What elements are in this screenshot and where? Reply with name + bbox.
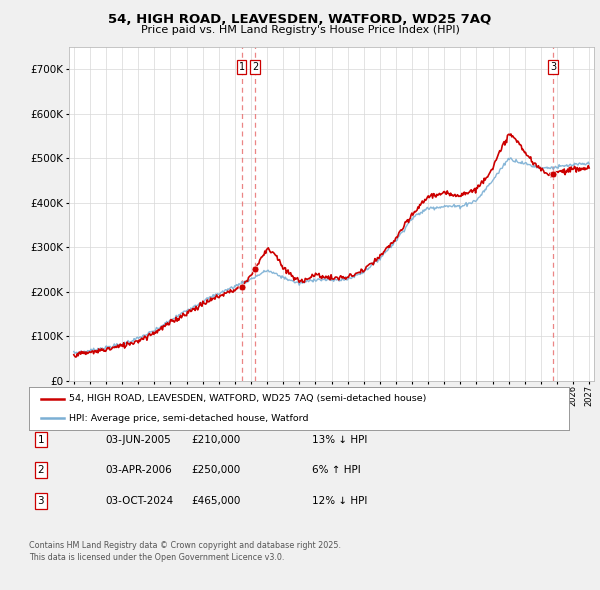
Text: 3: 3 <box>37 496 44 506</box>
Text: Price paid vs. HM Land Registry's House Price Index (HPI): Price paid vs. HM Land Registry's House … <box>140 25 460 35</box>
Text: 03-APR-2006: 03-APR-2006 <box>105 466 172 475</box>
Text: Contains HM Land Registry data © Crown copyright and database right 2025.: Contains HM Land Registry data © Crown c… <box>29 541 341 550</box>
Text: 2: 2 <box>37 466 44 475</box>
Text: 1: 1 <box>239 62 245 72</box>
Text: 1: 1 <box>37 435 44 444</box>
Text: £210,000: £210,000 <box>191 435 241 444</box>
Text: 3: 3 <box>550 62 556 72</box>
Text: 12% ↓ HPI: 12% ↓ HPI <box>312 496 367 506</box>
Text: 03-OCT-2024: 03-OCT-2024 <box>105 496 173 506</box>
Text: 6% ↑ HPI: 6% ↑ HPI <box>312 466 361 475</box>
Text: 03-JUN-2005: 03-JUN-2005 <box>105 435 171 444</box>
Text: 13% ↓ HPI: 13% ↓ HPI <box>312 435 367 444</box>
Text: £465,000: £465,000 <box>191 496 241 506</box>
Text: HPI: Average price, semi-detached house, Watford: HPI: Average price, semi-detached house,… <box>70 414 309 422</box>
Text: This data is licensed under the Open Government Licence v3.0.: This data is licensed under the Open Gov… <box>29 553 284 562</box>
Text: 2: 2 <box>252 62 258 72</box>
Text: 54, HIGH ROAD, LEAVESDEN, WATFORD, WD25 7AQ (semi-detached house): 54, HIGH ROAD, LEAVESDEN, WATFORD, WD25 … <box>70 394 427 403</box>
Text: 54, HIGH ROAD, LEAVESDEN, WATFORD, WD25 7AQ: 54, HIGH ROAD, LEAVESDEN, WATFORD, WD25 … <box>109 13 491 26</box>
Text: £250,000: £250,000 <box>191 466 241 475</box>
